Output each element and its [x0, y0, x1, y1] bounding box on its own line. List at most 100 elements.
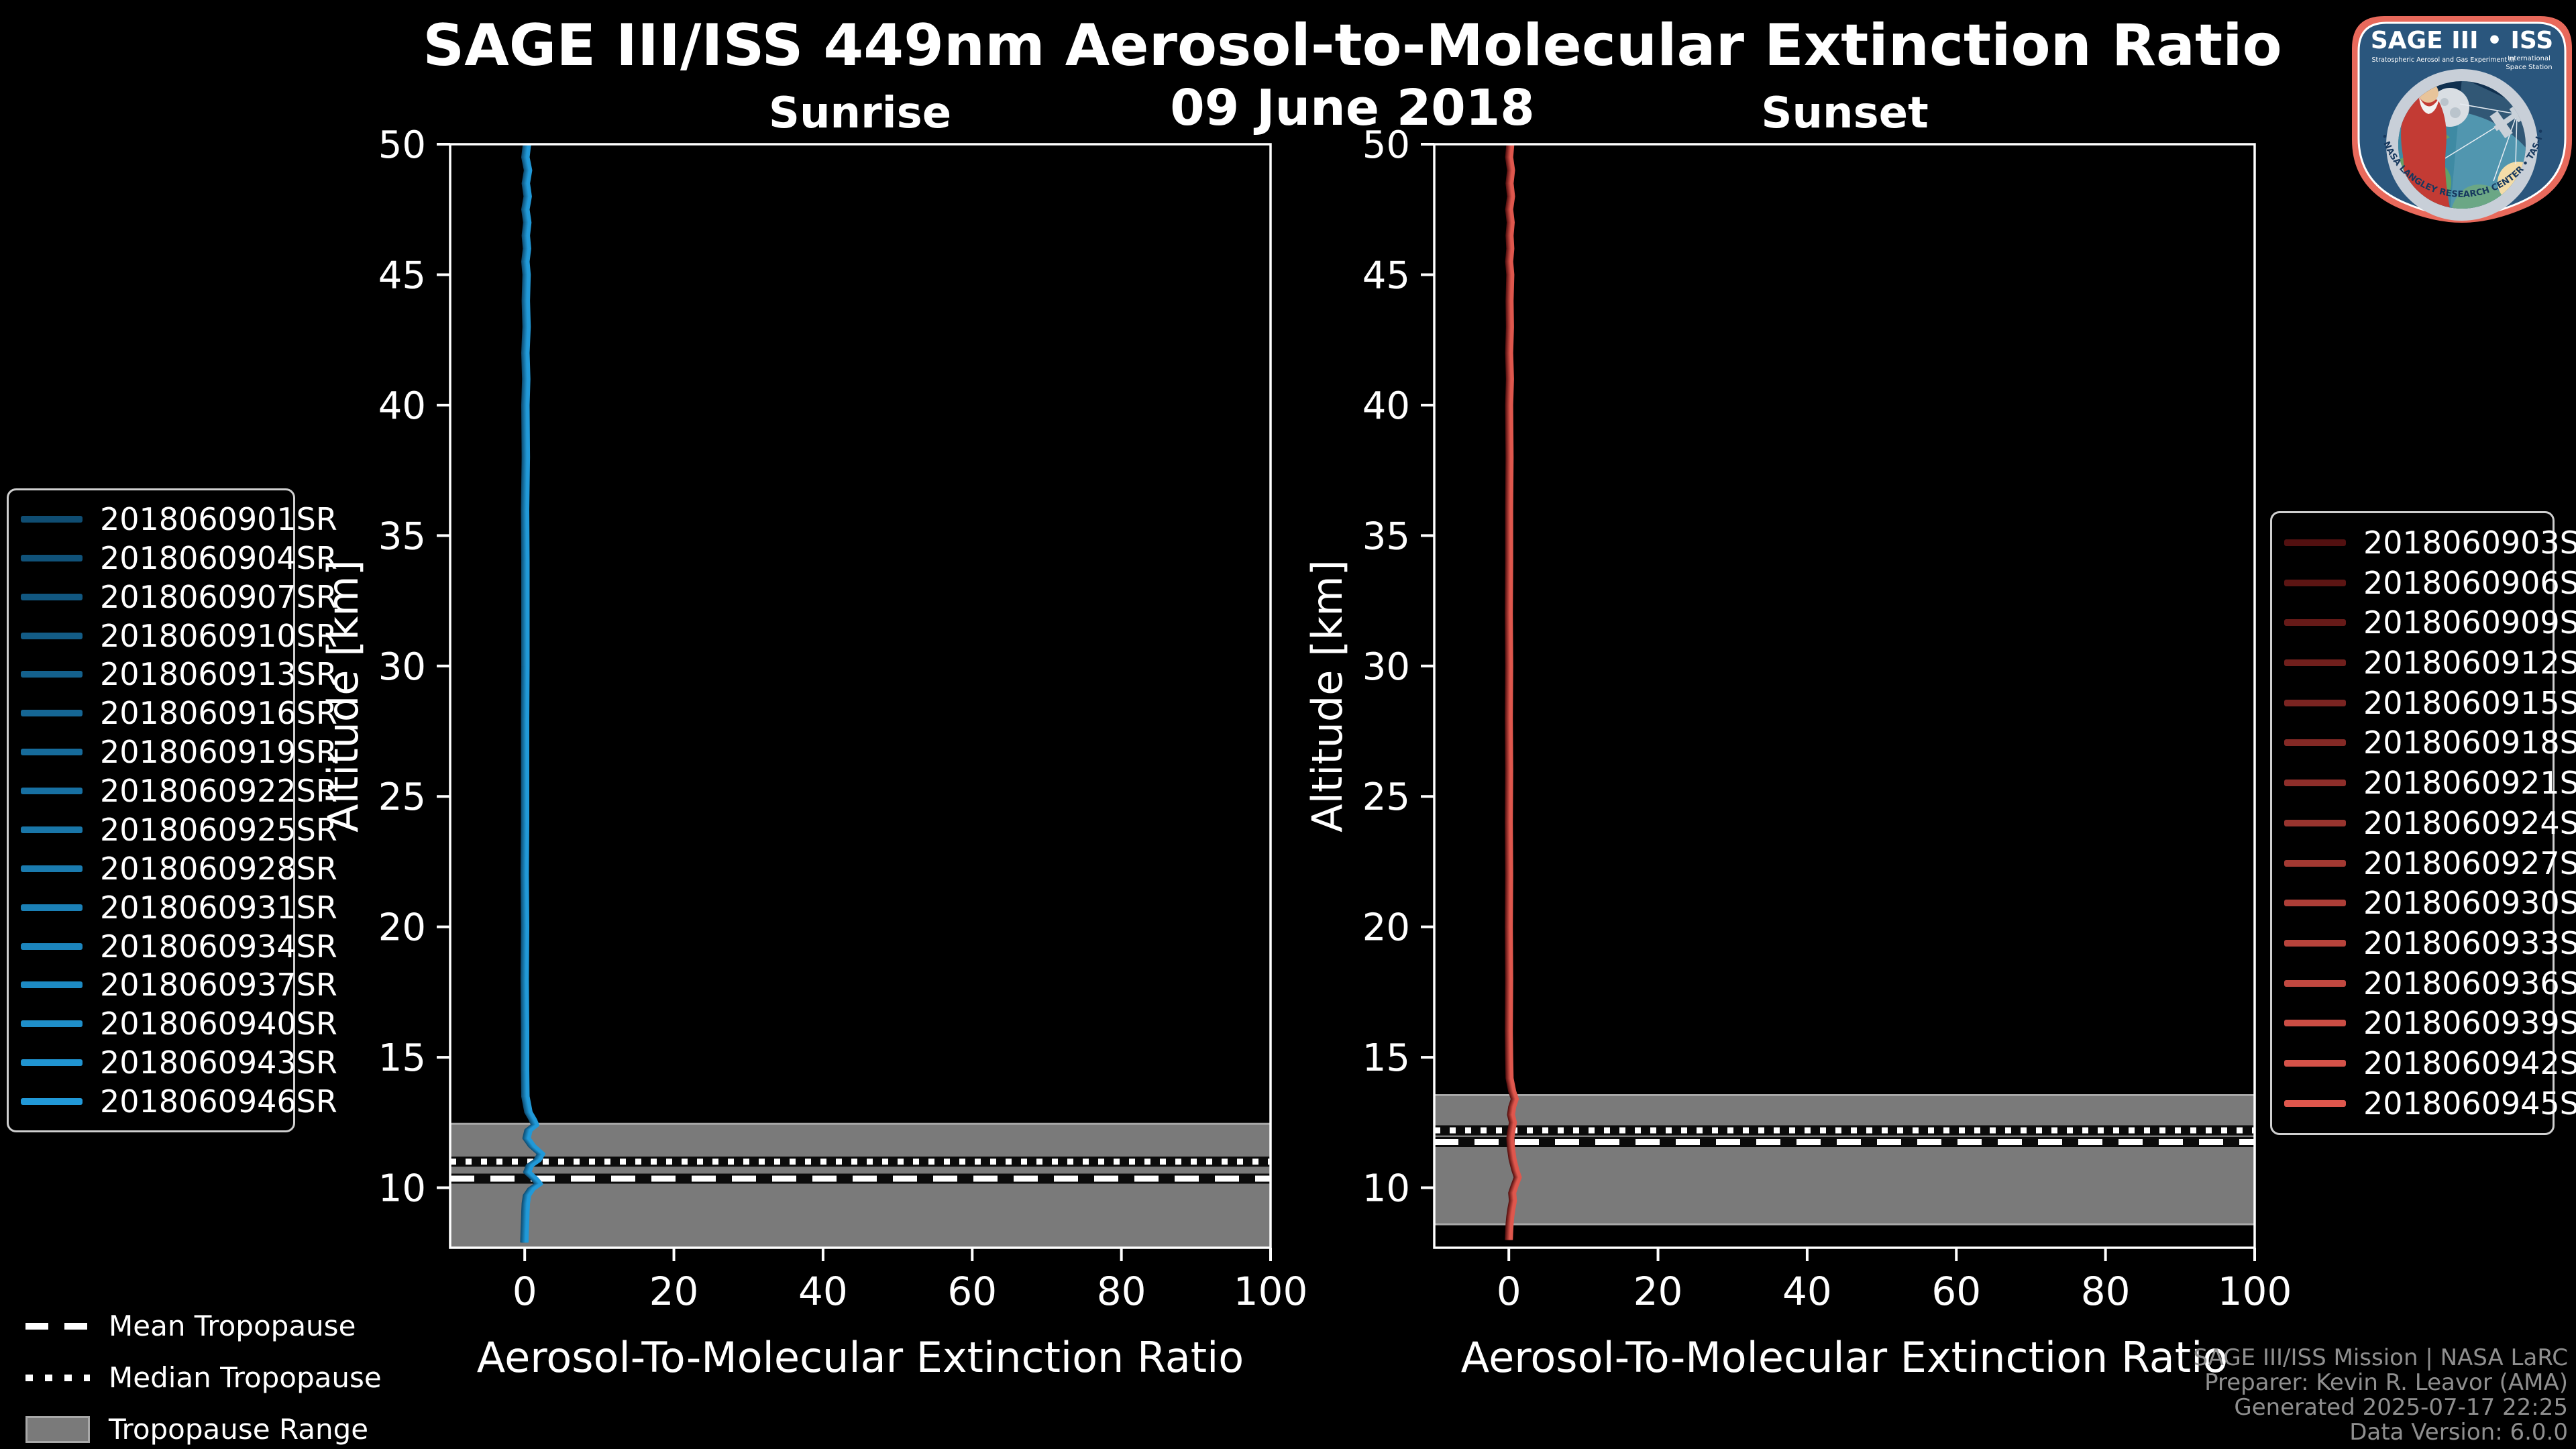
date-subtitle: 09 June 2018: [1170, 79, 1535, 137]
legend-sunset-events: 2018060903SS 2018060906SS 2018060909SS 2018…: [2270, 511, 2576, 1135]
legend-item: 2018060912SS: [2284, 645, 2576, 681]
tropopause-range-label: Tropopause Range: [109, 1413, 369, 1446]
x-tick-label: 80: [2081, 1269, 2131, 1314]
x-tick-label: 100: [2218, 1269, 2292, 1314]
legend-line-swatch-icon: [21, 515, 83, 523]
legend-item: 2018060907SR: [21, 579, 337, 615]
y-tick-label: 25: [1362, 775, 1410, 819]
y-tick-label: 15: [1362, 1036, 1410, 1080]
legend-line-swatch-icon: [21, 788, 83, 795]
legend-item: 2018060924SS: [2284, 805, 2576, 841]
legend-line-swatch-icon: [21, 1098, 83, 1106]
tropopause-range-band: [450, 1124, 1271, 1248]
legend-line-swatch-icon: [21, 1020, 83, 1028]
legend-line-swatch-icon: [21, 554, 83, 561]
legend-line-swatch-icon: [21, 632, 83, 639]
legend-label: 2018060906SS: [2363, 564, 2576, 601]
wizard-beard: [2419, 97, 2439, 114]
legend-line-swatch-icon: [2284, 1099, 2346, 1107]
legend-label: 2018060937SR: [100, 967, 337, 1004]
legend-line-swatch-icon: [21, 710, 83, 717]
legend-item: 2018060943SR: [21, 1044, 337, 1081]
x-tick-label: 0: [1497, 1269, 1521, 1314]
legend-label: 2018060922SR: [100, 773, 337, 810]
median-tropopause-dot-icon: [25, 1374, 90, 1381]
legend-item: 2018060934SR: [21, 928, 337, 965]
y-tick-label: 30: [378, 645, 426, 689]
legend-item: 2018060906SS: [2284, 565, 2576, 601]
y-tick-label: 10: [1362, 1167, 1410, 1211]
legend-item: 2018060901SR: [21, 501, 337, 537]
legend-label: 2018060901SR: [100, 500, 337, 537]
legend-line-swatch-icon: [2284, 979, 2346, 987]
y-tick-label: 20: [1362, 906, 1410, 950]
axes-frame: [1433, 143, 2256, 1249]
panel-title-sunset: Sunset: [1761, 89, 1929, 138]
patch-title: SAGE III • ISS: [2371, 27, 2553, 54]
page-title: SAGE III/ISS 449nm Aerosol-to-Molecular …: [423, 12, 2282, 79]
legend-label: 2018060934SR: [100, 928, 337, 965]
tropopause-legend: Mean Tropopause Median Tropopause Tropop…: [25, 1309, 382, 1446]
x-tick-label: 0: [513, 1269, 537, 1314]
legend-label: 2018060931SR: [100, 889, 337, 926]
y-tick-label: 35: [1362, 515, 1410, 558]
legend-label: 2018060943SR: [100, 1044, 337, 1081]
credits-block: SAGE III/ISS Mission | NASA LaRC Preparer…: [2193, 1346, 2568, 1445]
mean-tropopause-entry: Mean Tropopause: [25, 1309, 382, 1342]
median-tropopause-label: Median Tropopause: [109, 1361, 382, 1394]
x-axis-label: Aerosol-To-Molecular Extinction Ratio: [1461, 1333, 2229, 1382]
tropopause-range-band: [1434, 1095, 2255, 1224]
patch-subtitle-left: Stratospheric Aerosol and Gas Experiment…: [2371, 56, 2514, 64]
legend-item: 2018060904SR: [21, 540, 337, 576]
y-tick-label: 30: [1362, 645, 1410, 689]
legend-line-swatch-icon: [21, 904, 83, 911]
patch-subtitle-right-2: Space Station: [2506, 64, 2552, 71]
legend-label: 2018060910SR: [100, 617, 337, 654]
legend-item: 2018060918SS: [2284, 724, 2576, 761]
legend-line-swatch-icon: [21, 943, 83, 950]
legend-label: 2018060916SR: [100, 695, 337, 732]
x-tick-label: 80: [1097, 1269, 1146, 1314]
legend-label: 2018060912SS: [2363, 645, 2576, 682]
legend-label: 2018060913SR: [100, 656, 337, 693]
tropopause-range-swatch-icon: [25, 1415, 90, 1443]
legend-item: 2018060931SR: [21, 890, 337, 926]
legend-label: 2018060927SS: [2363, 845, 2576, 881]
credit-line: Generated 2025-07-17 22:25: [2234, 1394, 2568, 1421]
legend-line-swatch-icon: [2284, 819, 2346, 826]
legend-label: 2018060930SS: [2363, 885, 2576, 922]
legend-label: 2018060909SS: [2363, 604, 2576, 641]
legend-item: 2018060936SS: [2284, 965, 2576, 1002]
x-tick-label: 60: [1931, 1269, 1981, 1314]
y-tick-label: 25: [378, 775, 426, 819]
legend-line-swatch-icon: [2284, 619, 2346, 627]
legend-label: 2018060921SS: [2363, 765, 2576, 802]
y-tick-label: 50: [378, 123, 426, 167]
legend-line-swatch-icon: [21, 593, 83, 600]
legend-item: 2018060903SS: [2284, 525, 2576, 561]
legend-line-swatch-icon: [2284, 539, 2346, 546]
legend-item: 2018060940SR: [21, 1006, 337, 1042]
credit-line: Preparer: Kevin R. Leavor (AMA): [2204, 1369, 2568, 1396]
mean-tropopause-dash-icon: [25, 1322, 90, 1330]
legend-label: 2018060946SR: [100, 1083, 337, 1120]
sage-iii-iss-mission-patch: SAGE III • ISS Stratospheric Aerosol and…: [2349, 13, 2572, 223]
legend-line-swatch-icon: [2284, 1060, 2346, 1067]
legend-item: 2018060930SS: [2284, 885, 2576, 921]
legend-sunrise-events: 2018060901SR 2018060904SR 2018060907SR 2018…: [7, 488, 337, 1132]
moon-crater: [2440, 98, 2449, 106]
legend-item: 2018060925SR: [21, 812, 337, 848]
legend-item: 2018060945SS: [2284, 1085, 2576, 1122]
legend-label: 2018060925SR: [100, 811, 337, 848]
tropopause-range-entry: Tropopause Range: [25, 1413, 382, 1446]
mean-tropopause-label: Mean Tropopause: [109, 1309, 356, 1342]
x-tick-label: 20: [1633, 1269, 1683, 1314]
legend-line-swatch-icon: [21, 749, 83, 756]
legend-label: 2018060942SS: [2363, 1045, 2576, 1082]
x-axis-label: Aerosol-To-Molecular Extinction Ratio: [477, 1333, 1244, 1382]
x-tick-label: 20: [649, 1269, 699, 1314]
legend-line-swatch-icon: [21, 865, 83, 872]
y-tick-label: 35: [378, 515, 426, 558]
